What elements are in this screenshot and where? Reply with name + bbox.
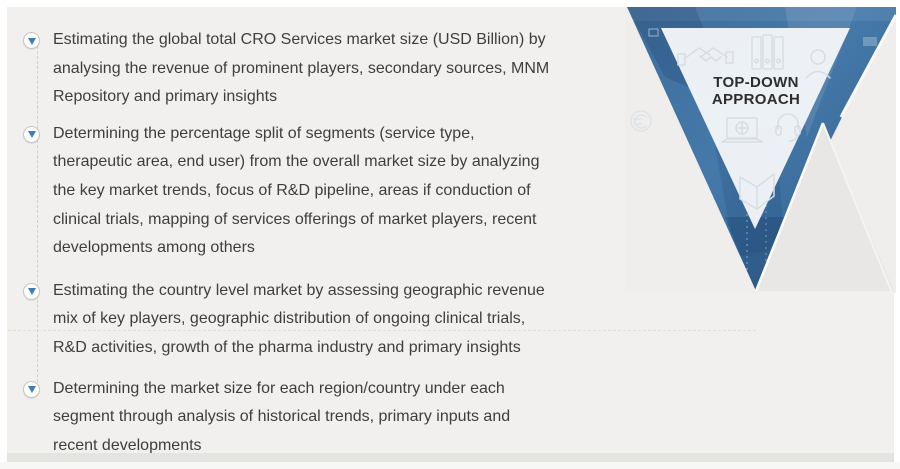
handshake-icon <box>677 47 734 66</box>
step-line: Determining the market size for each reg… <box>53 379 505 397</box>
step-line: therapeutic area, end user) from the ove… <box>53 153 540 171</box>
open-book-icon <box>739 173 775 210</box>
step-text: Determining the market size for each reg… <box>53 375 510 461</box>
triangle-down-bullet-icon <box>23 125 40 143</box>
step-line: Determining the percentage split of segm… <box>53 124 475 142</box>
step-line: Estimating the country level market by a… <box>53 281 545 299</box>
funnel-graphic-svg <box>625 7 896 293</box>
list-item: Estimating the global total CRO Services… <box>23 26 549 112</box>
triangle-down-bullet-icon <box>23 380 40 398</box>
white-diagonal-seam <box>839 14 896 118</box>
inner-white-triangle <box>661 28 850 229</box>
funnel-title-line2: APPROACH <box>711 90 801 108</box>
step-line: the key market trends, focus of R&D pipe… <box>53 181 531 199</box>
funnel-title-line1: TOP-DOWN <box>713 74 799 91</box>
list-item: Determining the percentage split of segm… <box>23 120 549 263</box>
top-down-funnel-graphic: TOP-DOWN APPROACH <box>625 7 896 293</box>
step-line: Repository and primary insights <box>53 88 278 106</box>
step-line: analysing the revenue of prominent playe… <box>53 59 550 77</box>
white-edge-right <box>822 122 893 293</box>
euro-coin-icon <box>630 110 652 132</box>
headset-icon <box>775 113 801 142</box>
funnel-title: TOP-DOWN APPROACH <box>625 74 887 108</box>
list-item: Determining the market size for each reg… <box>23 375 549 461</box>
step-line: segment through analysis of historical t… <box>53 408 511 426</box>
step-line: clinical trials, mapping of services off… <box>53 210 537 228</box>
horizontal-dashed-divider <box>8 330 756 331</box>
list-item: Estimating the country level market by a… <box>23 277 549 363</box>
step-text: Estimating the global total CRO Services… <box>53 26 549 112</box>
bottom-gray-strip <box>7 453 894 462</box>
triangle-down-bullet-icon <box>23 282 40 300</box>
step-text: Determining the percentage split of segm… <box>53 120 539 263</box>
laptop-globe-icon <box>721 117 763 143</box>
triangle-down-bullet-icon <box>23 32 40 49</box>
step-line: Estimating the global total CRO Services… <box>53 31 546 48</box>
binders-icon <box>751 34 784 70</box>
white-edge-left <box>754 122 825 292</box>
gray-carveout-triangle <box>756 123 894 291</box>
step-line: R&D activities, growth of the pharma ind… <box>53 338 521 356</box>
step-text: Estimating the country level market by a… <box>53 277 545 363</box>
step-line: developments among others <box>53 239 255 257</box>
methodology-steps-list: Estimating the global total CRO Services… <box>23 26 549 460</box>
bottom-footer-band <box>0 462 900 469</box>
step-line: recent developments <box>53 436 202 454</box>
person-icon <box>805 49 831 79</box>
step-line: mix of key players, geographic distribut… <box>53 310 526 328</box>
bullet-connector-dotted-line <box>37 46 38 382</box>
